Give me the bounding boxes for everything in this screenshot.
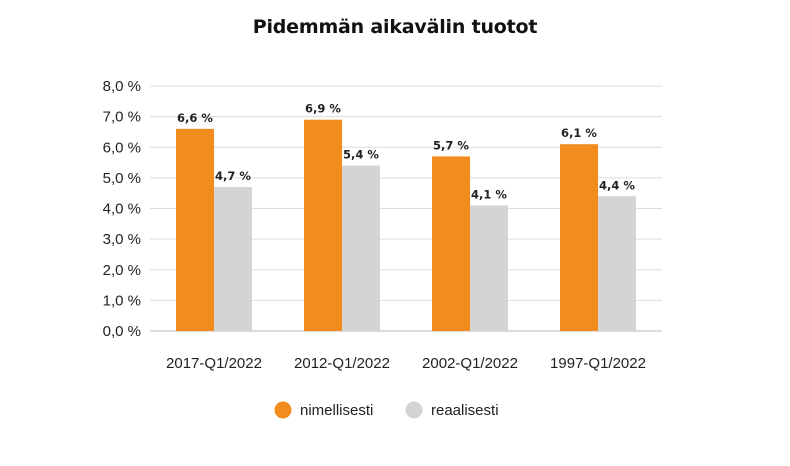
x-tick-label: 2012-Q1/2022 [294,355,390,372]
y-tick-label: 1,0 % [103,292,141,309]
data-label: 4,4 % [599,178,635,192]
y-tick-label: 3,0 % [103,231,141,248]
y-tick-label: 5,0 % [103,170,141,187]
x-tick-label: 1997-Q1/2022 [550,355,646,372]
data-label: 6,1 % [561,126,597,140]
bars [176,119,636,331]
y-tick-label: 4,0 % [103,201,141,218]
x-axis: 2017-Q1/2022 2012-Q1/2022 2002-Q1/2022 1997… [166,355,646,372]
data-labels: 6,6 % 4,7 % 6,9 % 5,4 % 5,7 % 4,1 % 6,1 % 4,4 % [177,102,635,202]
y-tick-label: 0,0 % [103,323,141,340]
bar-reaalisesti-2 [342,165,380,331]
legend-label: reaalisesti [431,402,499,419]
bar-reaalisesti-1 [214,187,252,331]
legend: nimellisesti reaalisesti [274,401,499,419]
y-axis: 0,0 % 1,0 % 2,0 % 3,0 % 4,0 % 5,0 % 6,0 % 7,0 %… [103,78,141,340]
data-label: 6,6 % [177,111,213,125]
data-label: 4,7 % [215,169,251,183]
y-tick-label: 7,0 % [103,109,141,126]
bar-nimellisesti-3 [432,156,470,331]
y-tick-label: 2,0 % [103,262,141,279]
y-tick-label: 8,0 % [103,78,141,95]
legend-label: nimellisesti [300,402,373,419]
data-label: 5,7 % [433,138,469,152]
legend-marker-reaalisesti [405,401,423,419]
x-tick-label: 2002-Q1/2022 [422,355,518,372]
x-tick-label: 2017-Q1/2022 [166,355,262,372]
legend-marker-nimellisesti [274,401,292,419]
chart-title: Pidemmän aikavälin tuotot [252,16,538,38]
y-tick-label: 6,0 % [103,139,141,156]
bar-nimellisesti-1 [176,128,214,331]
data-label: 4,1 % [471,187,507,201]
bar-nimellisesti-4 [560,144,598,331]
data-label: 5,4 % [343,148,379,162]
bar-reaalisesti-4 [598,196,636,331]
bar-reaalisesti-3 [470,205,508,331]
data-label: 6,9 % [305,102,341,116]
bar-nimellisesti-2 [304,119,342,331]
